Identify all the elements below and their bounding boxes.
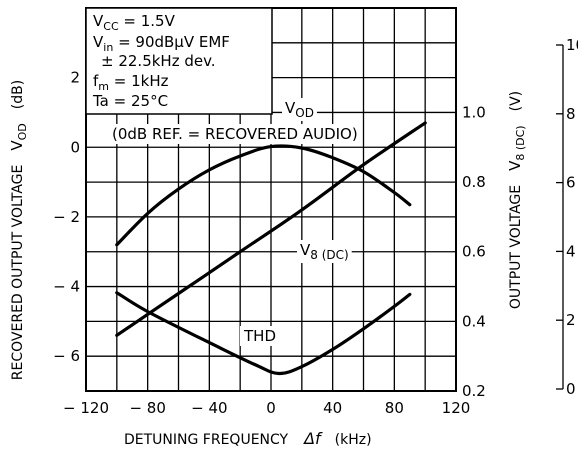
reference-note: (0dB REF. = RECOVERED AUDIO) [112, 125, 358, 143]
thd-axis: 0 2 4 6 8 10 [556, 36, 578, 398]
left-tick-label: − 2 [53, 208, 80, 226]
x-axis-ticks: − 120 − 80 − 40 0 40 80 120 [63, 399, 470, 417]
series-line-v8 [115, 121, 427, 337]
x-tick-label: − 40 [191, 399, 227, 417]
series-line-vod [115, 144, 412, 247]
right-tick-label: 0.8 [462, 173, 486, 191]
x-tick-label: 120 [442, 399, 471, 417]
right-axis-ticks: 0.2 0.4 0.6 0.8 1.0 [462, 103, 486, 400]
left-axis-title: RECOVERED OUTPUT VOLTAGEVOD(dB) [8, 80, 29, 380]
left-tick-label: 2 [70, 69, 80, 87]
thd-tick-label: 6 [566, 174, 576, 192]
thd-tick-label: 8 [566, 105, 576, 123]
conditions-box [85, 7, 273, 115]
right-tick-label: 0.6 [462, 243, 486, 261]
series-label-v8: V8 (DC) [300, 241, 349, 262]
x-tick-label: − 120 [63, 399, 109, 417]
left-axis-ticks: 2 0 − 2 − 4 − 6 [53, 69, 80, 366]
thd-tick-label: 0 [566, 380, 576, 398]
series-label-thd: THD [243, 327, 276, 345]
condition-fm: fm = 1kHz [93, 72, 169, 93]
thd-tick-label: 2 [566, 311, 576, 329]
series-label-vod: VOD [285, 99, 314, 120]
series-lines [115, 121, 427, 376]
condition-vin: Vin = 90dBμV EMF [93, 33, 230, 54]
x-tick-label: − 80 [129, 399, 165, 417]
x-axis-title: DETUNING FREQUENCY Δf (kHz) [124, 429, 372, 448]
x-tick-label: 80 [385, 399, 404, 417]
thd-tick-label: 4 [566, 242, 576, 260]
condition-vcc: VCC = 1.5V [93, 12, 176, 33]
right-axis-title: OUTPUT VOLTAGEV8 (DC)(V) [506, 91, 527, 309]
x-tick-label: 0 [266, 399, 276, 417]
series-label-v8-background [297, 240, 352, 263]
reference-note-background [109, 124, 361, 144]
right-tick-label: 0.2 [462, 382, 486, 400]
x-tick-label: 40 [323, 399, 342, 417]
series-line-thd [115, 291, 412, 376]
condition-deviation: ± 22.5kHz dev. [101, 52, 216, 70]
right-tick-label: 0.4 [462, 312, 486, 330]
condition-ta: Ta = 25°C [92, 92, 168, 110]
left-tick-label: 0 [70, 138, 80, 156]
right-tick-label: 1.0 [462, 103, 486, 121]
thd-tick-label: 10 [566, 36, 578, 54]
left-tick-label: − 6 [53, 347, 80, 365]
series-label-thd-background [240, 326, 279, 346]
left-tick-label: − 4 [53, 278, 80, 296]
series-label-vod-background [282, 98, 317, 121]
